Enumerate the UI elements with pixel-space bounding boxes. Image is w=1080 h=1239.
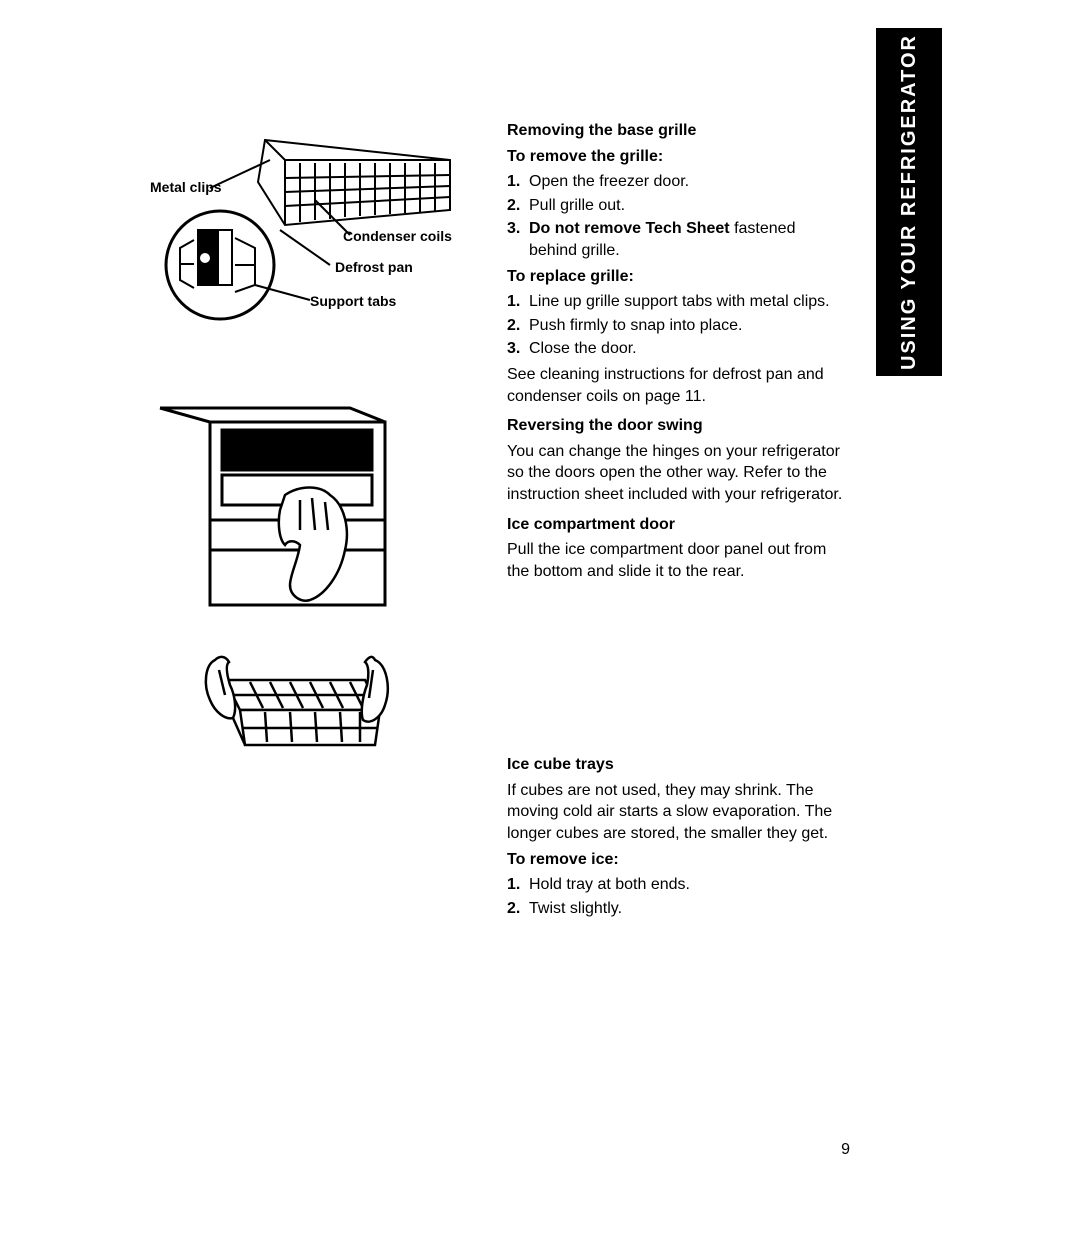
ice-compartment-icon [150,400,410,610]
list-item: 2.Twist slightly. [507,898,847,920]
text-ice-trays: If cubes are not used, they may shrink. … [507,780,847,845]
content-column: Removing the base grille To remove the g… [507,120,847,927]
subheading-replace-grille: To replace grille: [507,266,847,288]
section-remove-grille: Removing the base grille To remove the g… [507,120,847,407]
section-ice-trays: Ice cube trays If cubes are not used, th… [507,754,847,919]
note-cleaning: See cleaning instructions for defrost pa… [507,364,847,407]
illustration-ice-compartment [150,400,480,610]
text-reverse-door: You can change the hinges on your refrig… [507,441,847,506]
subheading-remove-grille: To remove the grille: [507,146,847,168]
list-item: 1.Hold tray at both ends. [507,874,847,896]
section-ice-door: Ice compartment door Pull the ice compar… [507,514,847,583]
heading-ice-door: Ice compartment door [507,514,847,536]
section-tab: USING YOUR REFRIGERATOR [876,28,942,376]
illustration-ice-tray [195,640,480,780]
section-reverse-door: Reversing the door swing You can change … [507,415,847,505]
list-item: 3.Close the door. [507,338,847,360]
subheading-remove-ice: To remove ice: [507,849,847,871]
ice-tray-icon [195,640,395,780]
list-remove-ice: 1.Hold tray at both ends. 2.Twist slight… [507,874,847,919]
list-item: 3.Do not remove Tech Sheet fastened behi… [507,218,847,261]
label-support-tabs: Support tabs [310,292,396,311]
list-item: 2.Push firmly to snap into place. [507,315,847,337]
heading-remove-grille: Removing the base grille [507,120,847,142]
label-condenser-coils: Condenser coils [343,227,452,246]
heading-ice-trays: Ice cube trays [507,754,847,776]
list-item: 1.Open the freezer door. [507,171,847,193]
illustration-base-grille: Metal clips Condenser coils Defrost pan … [150,130,480,330]
heading-reverse-door: Reversing the door swing [507,415,847,437]
section-tab-label: USING YOUR REFRIGERATOR [896,34,923,370]
label-defrost-pan: Defrost pan [335,258,413,277]
list-item: 1.Line up grille support tabs with metal… [507,291,847,313]
text-ice-door: Pull the ice compartment door panel out … [507,539,847,582]
list-replace-grille: 1.Line up grille support tabs with metal… [507,291,847,360]
label-metal-clips: Metal clips [150,178,222,197]
illustration-column: Metal clips Condenser coils Defrost pan … [150,130,480,840]
list-remove-grille: 1.Open the freezer door. 2.Pull grille o… [507,171,847,261]
list-item: 2.Pull grille out. [507,195,847,217]
page-number: 9 [841,1139,850,1161]
